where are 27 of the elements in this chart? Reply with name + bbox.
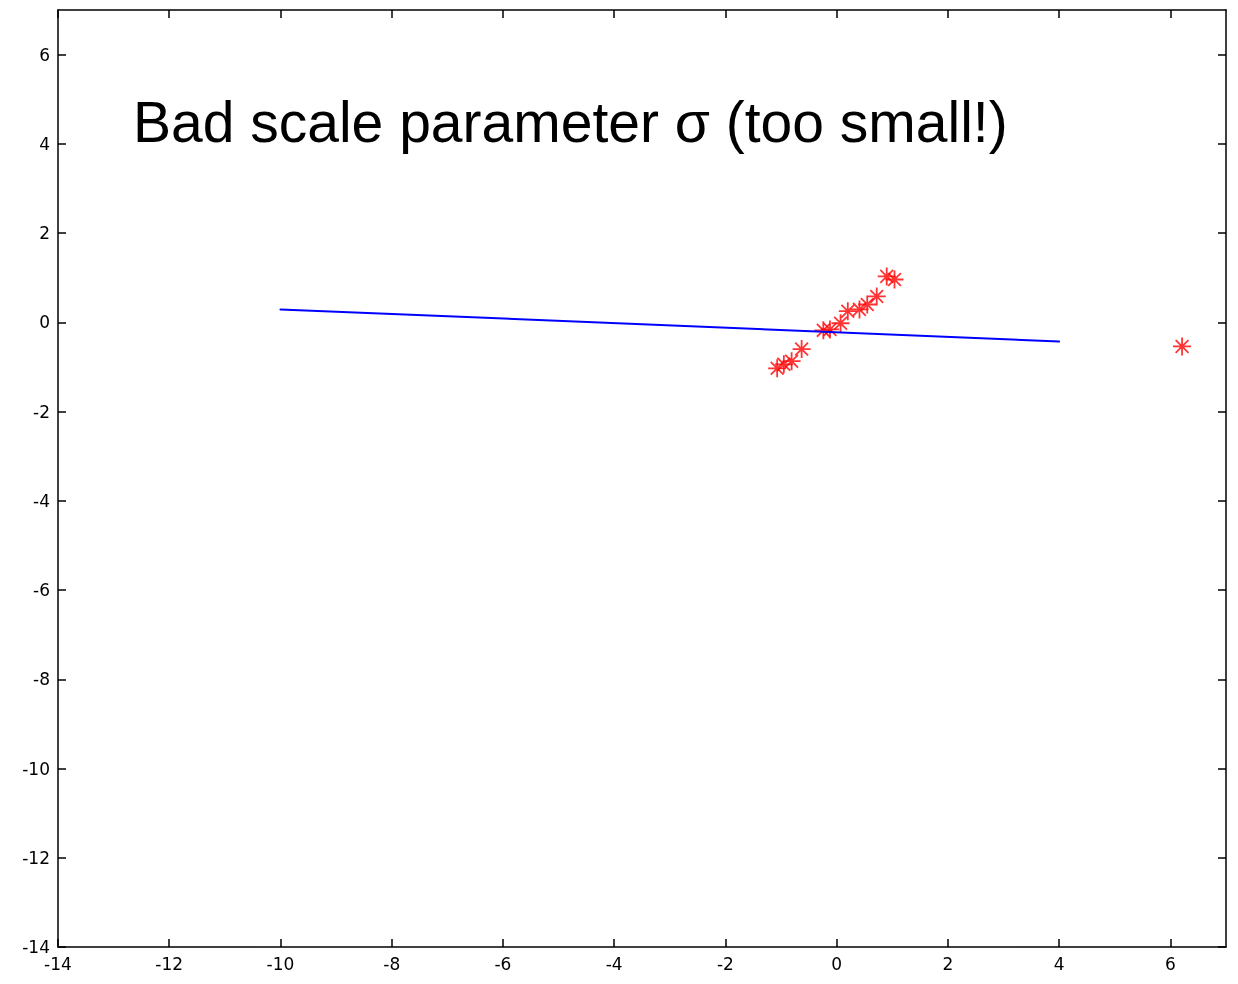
x-tick-label: 4: [1053, 953, 1065, 974]
y-tick-label: -8: [33, 669, 50, 690]
y-tick-label: -6: [33, 580, 50, 601]
y-tick-label: -10: [22, 758, 50, 779]
x-tick-label: -10: [266, 953, 295, 974]
y-tick-label: -4: [33, 490, 50, 511]
x-tick-label: -4: [605, 953, 623, 974]
annotation: Bad scale parameter σ (too small!): [133, 89, 1008, 154]
y-tick-label: 4: [39, 133, 50, 154]
y-tick-label: -2: [33, 401, 50, 422]
point: [838, 302, 857, 321]
x-tick-label: -2: [716, 953, 734, 974]
y-tick-label: 0: [39, 312, 50, 333]
x-tick-label: -12: [155, 953, 184, 974]
y-tick-label: 2: [39, 223, 50, 244]
point: [782, 352, 801, 371]
point: [867, 287, 886, 306]
y-tick-label: -14: [22, 937, 50, 957]
y-tick-label: 6: [39, 44, 50, 65]
x-tick-label: -8: [383, 953, 401, 974]
x-tick-label: -6: [494, 953, 512, 974]
point: [792, 340, 811, 359]
y-tick-label: -12: [22, 847, 50, 868]
x-tick-label: 2: [942, 953, 954, 974]
point: [831, 314, 850, 333]
x-tick-label: 0: [831, 953, 843, 974]
x-tick-label: 6: [1164, 953, 1176, 974]
